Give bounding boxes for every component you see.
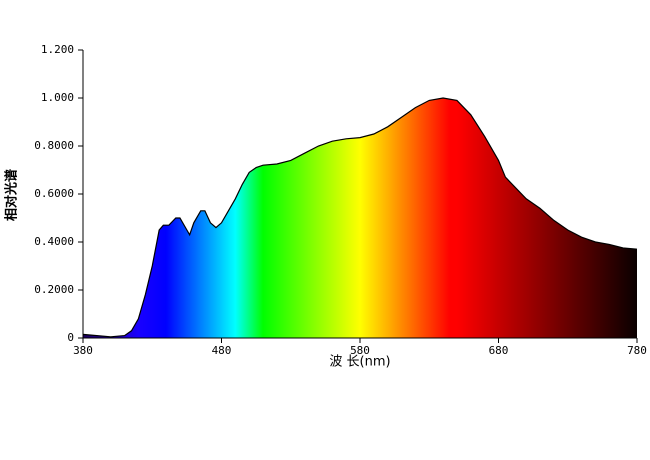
y-tick-label: 1.000 [41, 91, 74, 104]
y-tick-label: 0.2000 [34, 283, 74, 296]
y-tick-label: 0.6000 [34, 187, 74, 200]
y-tick-label: 0.4000 [34, 235, 74, 248]
x-tick-label: 680 [489, 344, 509, 357]
y-tick-label: 1.200 [41, 43, 74, 56]
x-tick-label: 480 [212, 344, 232, 357]
x-tick-label: 580 [350, 344, 370, 357]
spectrum-area [83, 98, 637, 338]
y-axis-label: 相对光谱 [4, 169, 20, 221]
y-tick-label: 0.8000 [34, 139, 74, 152]
y-tick-label: 0 [67, 331, 74, 344]
x-axis-label: 波 长(nm) [329, 355, 390, 370]
x-tick-label: 780 [627, 344, 647, 357]
x-tick-label: 380 [73, 344, 93, 357]
spectrum-outline [82, 97, 638, 338]
